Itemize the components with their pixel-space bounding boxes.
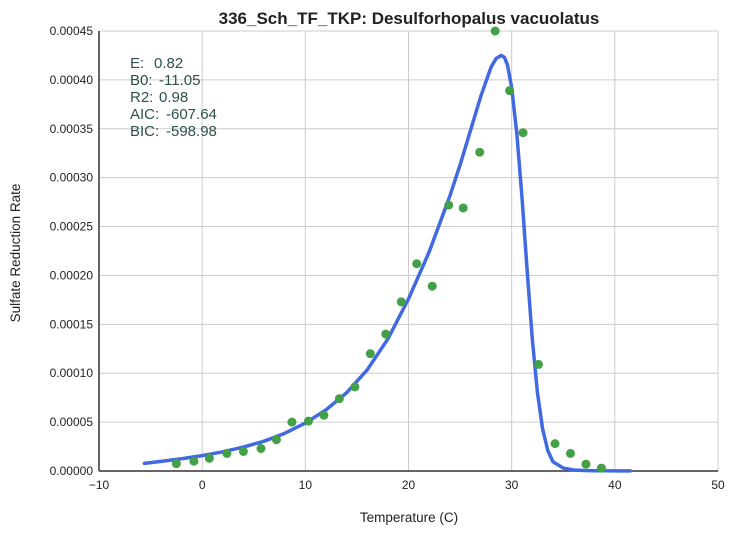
- data-point: [256, 444, 266, 454]
- fit-curve: [142, 53, 633, 473]
- x-tick-label: 0: [199, 478, 206, 492]
- data-point: [334, 394, 344, 404]
- data-point: [565, 448, 575, 458]
- data-point: [287, 417, 297, 427]
- data-point: [271, 435, 281, 445]
- y-tick-label: 0.00035: [50, 122, 94, 136]
- data-point: [475, 147, 485, 157]
- data-point: [444, 200, 454, 210]
- data-point: [396, 297, 406, 307]
- y-tick-label: 0.00005: [50, 415, 94, 429]
- data-point: [518, 128, 528, 138]
- data-point: [533, 359, 543, 369]
- data-point: [581, 459, 591, 469]
- x-axis-label: Temperature (C): [360, 510, 458, 525]
- y-tick-label: 0.00040: [50, 73, 94, 87]
- y-tick-label: 0.00025: [50, 220, 94, 234]
- y-tick-label: 0.00010: [50, 366, 94, 380]
- data-point: [550, 439, 560, 449]
- data-point: [412, 259, 422, 269]
- y-tick-label: 0.00000: [50, 464, 94, 478]
- data-point: [596, 463, 606, 473]
- stat-b0: B0: -11.05: [130, 72, 200, 89]
- x-tick-label: −10: [89, 478, 110, 492]
- stat-aic: AIC: -607.64: [130, 106, 217, 123]
- stat-bic: BIC: -598.98: [130, 123, 217, 140]
- data-point: [427, 281, 437, 291]
- y-tick-label: 0.00015: [50, 317, 94, 331]
- data-point: [381, 329, 391, 339]
- y-axis-label: Sulfate Reduction Rate: [8, 184, 23, 323]
- stat-e: E: 0.82: [130, 55, 183, 72]
- data-point: [365, 349, 375, 359]
- data-point: [222, 448, 232, 458]
- data-point: [505, 86, 515, 96]
- data-point: [204, 453, 214, 463]
- data-point: [458, 203, 468, 213]
- grid-lines: [98, 30, 719, 472]
- x-tick-label: 30: [505, 478, 519, 492]
- chart-title: 336_Sch_TF_TKP: Desulforhopalus vacuolat…: [219, 9, 600, 28]
- x-tick-label: 10: [299, 478, 313, 492]
- y-tick-label: 0.00045: [50, 24, 94, 38]
- data-point: [490, 26, 500, 36]
- x-tick-label: 40: [608, 478, 622, 492]
- x-tick-label: 20: [402, 478, 416, 492]
- data-point: [189, 456, 199, 466]
- fit-stats-annotation: E: 0.82 B0: -11.05 R2: 0.98 AIC: -607.64 BIC…: [130, 55, 217, 140]
- data-point: [319, 410, 329, 420]
- data-point: [171, 459, 181, 469]
- data-point: [303, 416, 313, 426]
- x-tick-label: 50: [711, 478, 725, 492]
- y-tick-label: 0.00020: [50, 268, 94, 282]
- y-tick-label: 0.00030: [50, 171, 94, 185]
- data-point: [238, 446, 248, 456]
- data-points-layer: [171, 26, 606, 473]
- fit-curve-layer: [142, 53, 633, 473]
- tick-labels: −10 0 10 20 30 40 50 0.00000 0.00005 0.00010 0.000…: [50, 24, 725, 492]
- stat-r2: R2: 0.98: [130, 89, 188, 106]
- data-point: [350, 382, 360, 392]
